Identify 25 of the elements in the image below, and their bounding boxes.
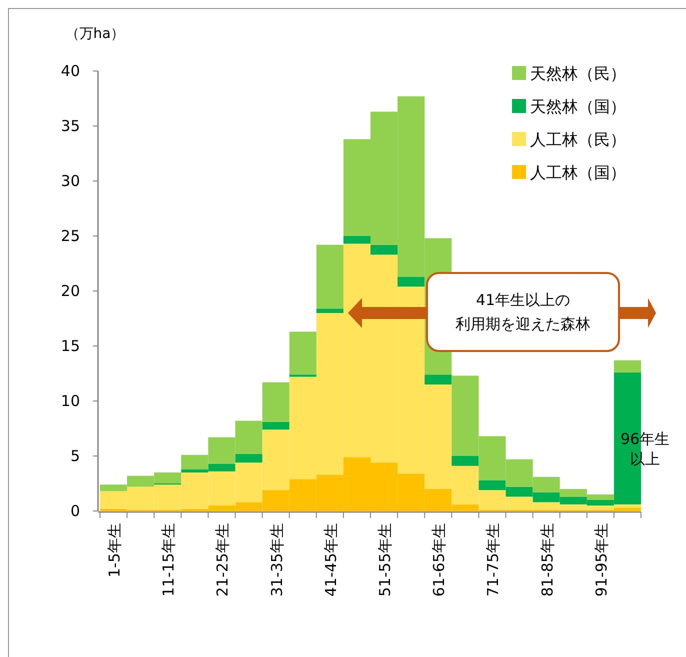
legend-label: 人工林（民） [530, 130, 626, 149]
x-tick-label: 61-65年生 [430, 523, 448, 597]
legend-label: 天然林（国） [530, 97, 626, 116]
y-tick-label: 30 [60, 172, 80, 190]
legend-label: 天然林（民） [530, 64, 626, 83]
x-tick-label: 81-85年生 [538, 523, 556, 597]
x-tick-label: 1-5年生 [106, 523, 124, 578]
x-tick-label: 71-75年生 [484, 523, 502, 597]
legend-label: 人工林（国） [530, 163, 626, 182]
x-tick-label: 51-55年生 [376, 523, 394, 597]
x-tick-label: 41-45年生 [322, 523, 340, 597]
x-tick-label: 31-35年生 [268, 523, 286, 597]
y-tick-label: 15 [60, 337, 80, 355]
y-tick-label: 35 [60, 117, 80, 135]
y-tick-label: 40 [60, 62, 80, 80]
x-tick-label: 91-95年生 [592, 523, 610, 597]
y-tick-label: 10 [60, 392, 80, 410]
y-tick-label: 5 [70, 447, 80, 465]
y-axis-title: （万ha） [65, 26, 125, 42]
x-tick-label: 21-25年生 [214, 523, 232, 597]
annotation: 41年生以上の利用期を迎えた森林 [456, 291, 590, 333]
y-tick-label: 25 [60, 227, 80, 245]
y-tick-label: 20 [60, 282, 80, 300]
x-tick-label: 11-15年生 [160, 523, 178, 597]
y-tick-label: 0 [70, 502, 80, 520]
